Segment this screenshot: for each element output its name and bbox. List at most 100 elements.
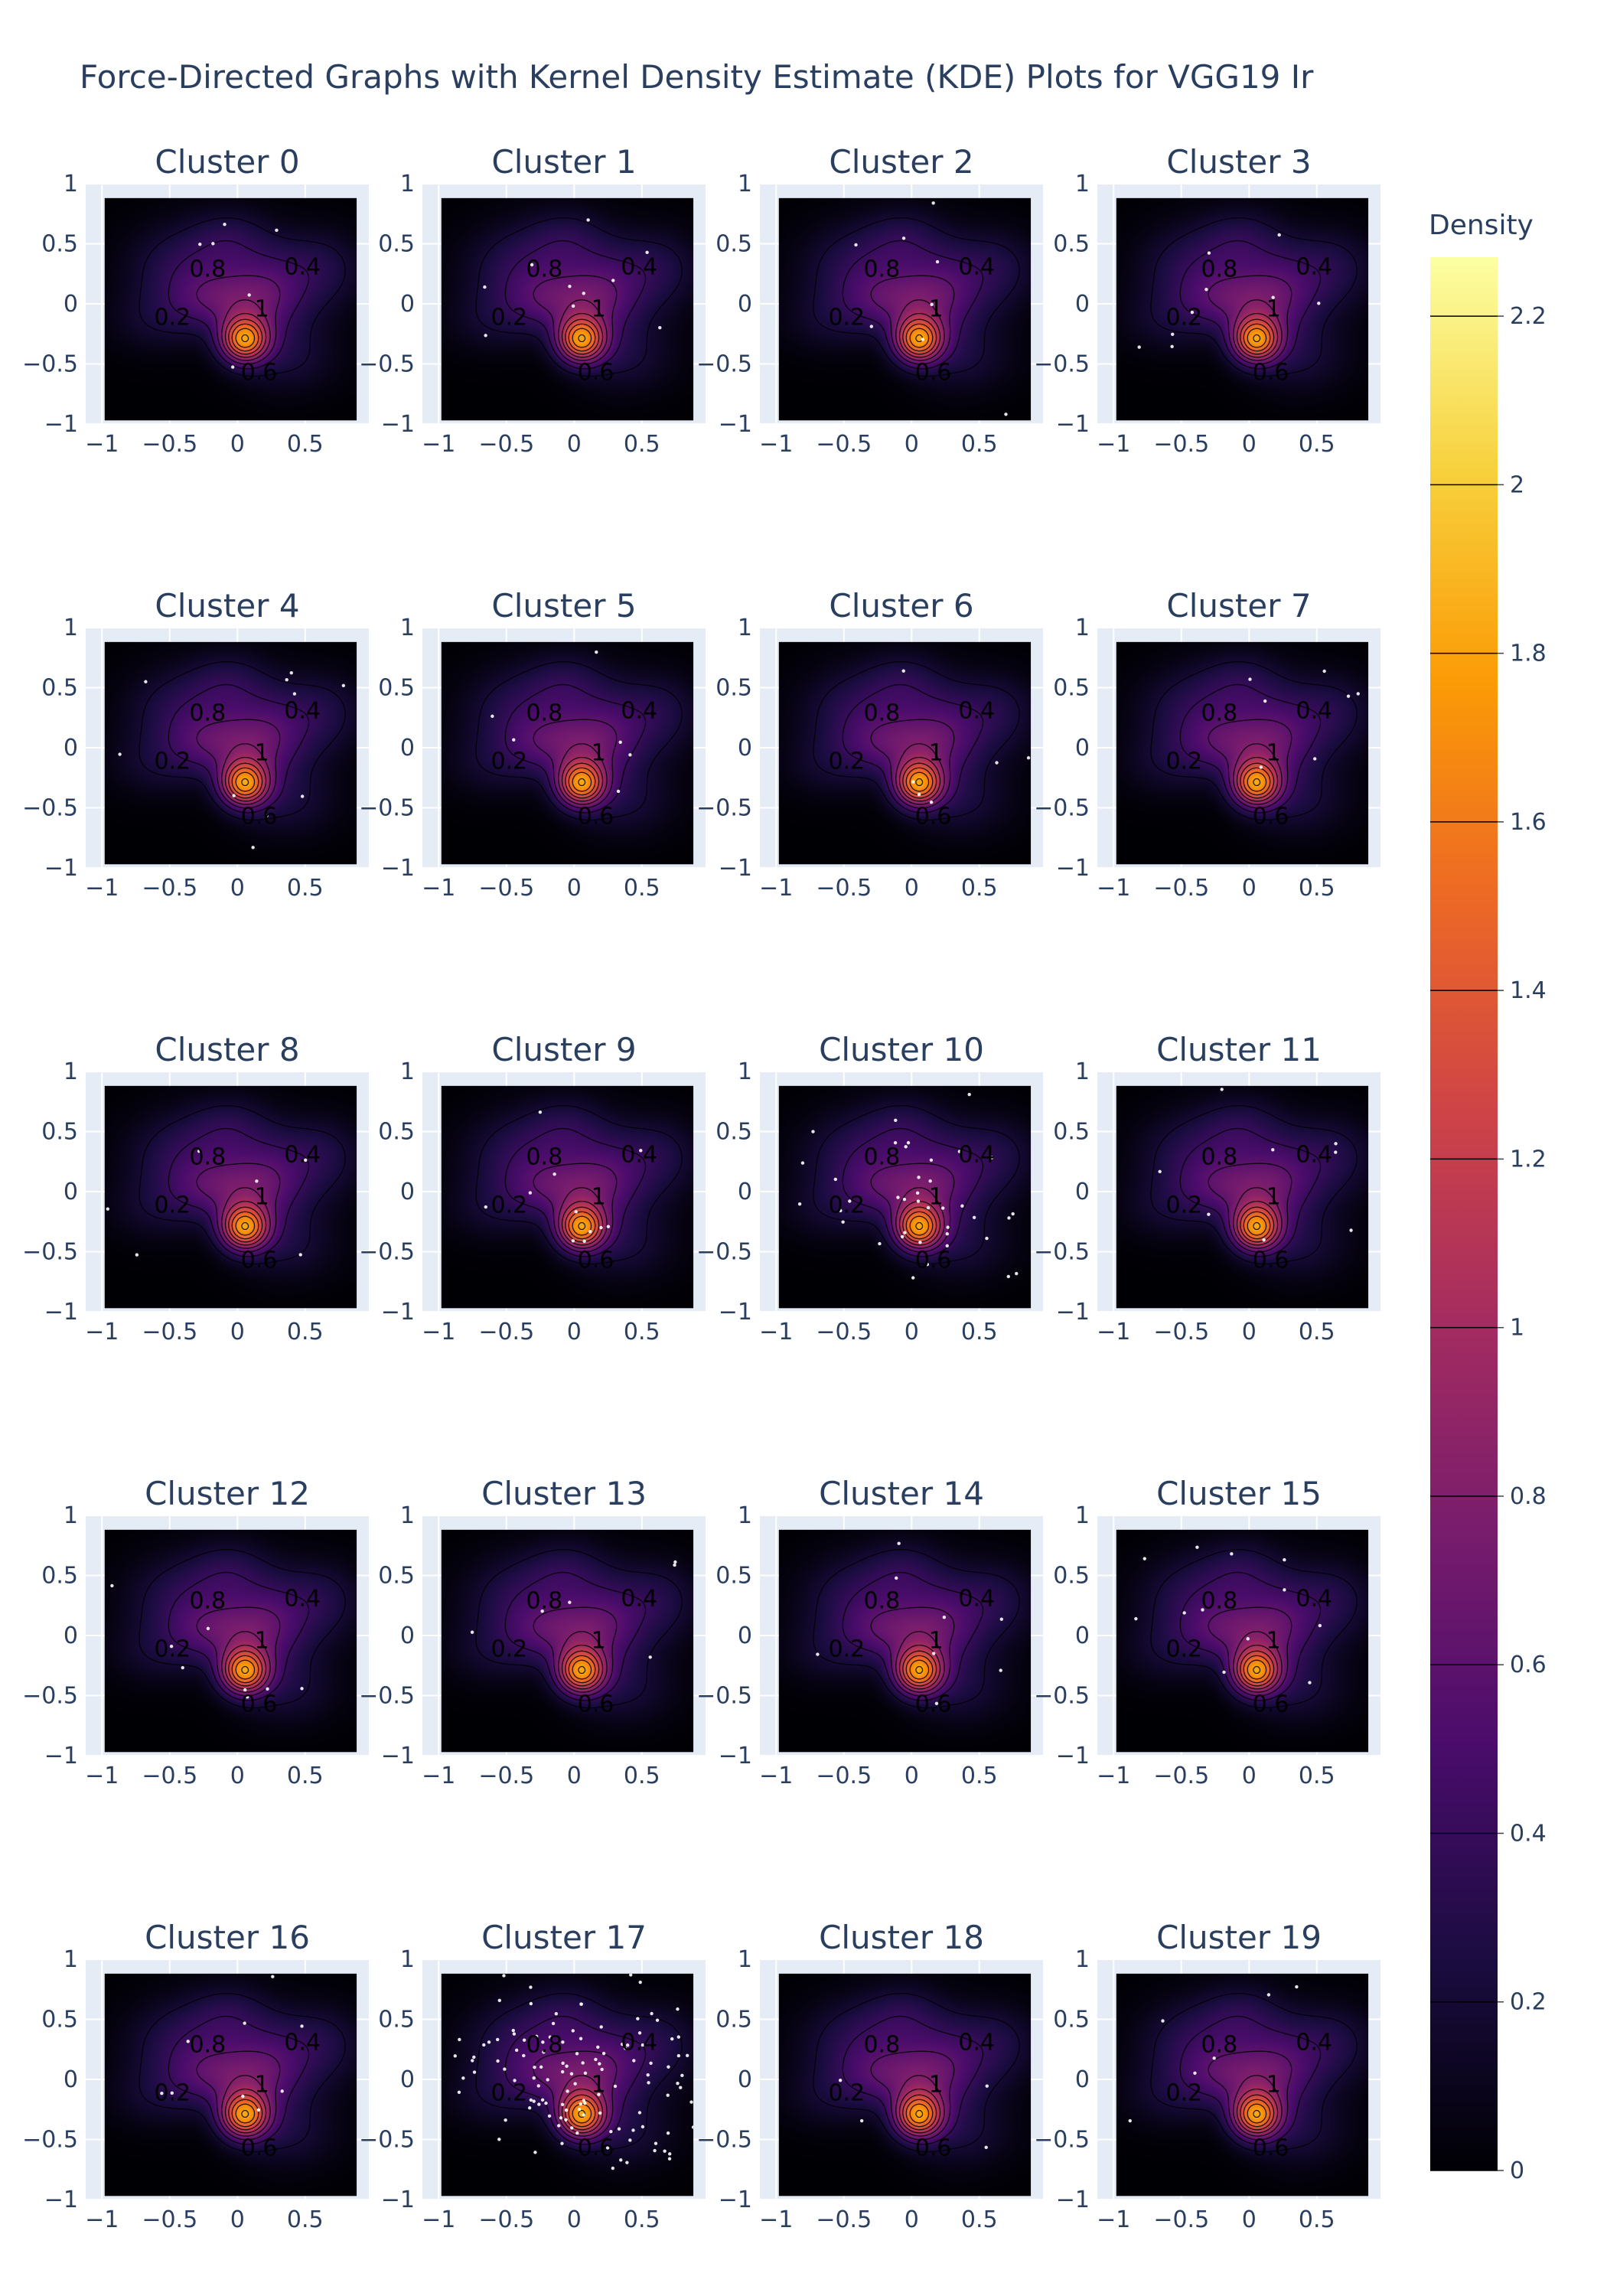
graph-node xyxy=(878,1241,882,1246)
y-tick-label: 0.5 xyxy=(1053,2007,1090,2033)
y-tick-label: −1 xyxy=(1056,1743,1090,1769)
kde-heatmap xyxy=(104,1973,357,2197)
graph-node xyxy=(586,218,590,222)
graph-node xyxy=(616,789,621,794)
x-tick-label: −0.5 xyxy=(142,2206,197,2233)
x-tick-label: −0.5 xyxy=(142,431,197,458)
graph-node xyxy=(1283,1588,1286,1592)
graph-node xyxy=(833,1177,838,1182)
graph-node xyxy=(1212,2056,1216,2060)
contour-label: 0.4 xyxy=(1296,253,1332,280)
contour-line xyxy=(241,1221,249,1231)
contour-label: 0.6 xyxy=(1253,1691,1289,1718)
subplot: Cluster 1 0.8 0.4 0.2 1 0.6 −1 −0.5 0 0.5 1 0.5 0 −0.… xyxy=(359,143,706,458)
y-tick-label: 1 xyxy=(64,1058,78,1085)
graph-node xyxy=(484,334,487,338)
kde-heatmap xyxy=(441,1973,694,2197)
graph-node xyxy=(637,2111,642,2115)
y-tick-label: 0.5 xyxy=(41,2007,78,2033)
graph-node xyxy=(502,1974,506,1978)
colorbar-tick-label: 2 xyxy=(1510,471,1524,498)
graph-node xyxy=(645,250,649,254)
contour-line xyxy=(1240,762,1275,799)
graph-node xyxy=(653,2148,657,2153)
kde-overlay xyxy=(106,1104,346,1265)
contour-label: 1 xyxy=(592,739,606,766)
kde-heatmap xyxy=(778,197,1032,421)
contour-line xyxy=(898,312,941,358)
y-tick-label: 1 xyxy=(1075,1058,1090,1085)
contour-line xyxy=(909,2103,930,2124)
contour-line xyxy=(565,2094,600,2131)
graph-node xyxy=(540,2098,545,2102)
x-tick-label: −1 xyxy=(422,1319,455,1345)
graph-node xyxy=(1349,1228,1353,1232)
contour-label: 0.6 xyxy=(578,2135,614,2162)
x-tick-label: −1 xyxy=(422,2206,455,2233)
kde-overlay xyxy=(813,660,1031,821)
contour-line xyxy=(231,323,259,352)
kde-heatmap xyxy=(1116,1085,1369,1309)
kde-overlay xyxy=(453,1973,694,2170)
colorbar-tick-label: 0 xyxy=(1510,2157,1524,2184)
contour-label: 0.2 xyxy=(491,304,527,331)
graph-node xyxy=(536,2084,540,2088)
contour-line xyxy=(909,1659,930,1680)
contour-label: 0.2 xyxy=(154,2079,191,2106)
contour-label: 0.8 xyxy=(863,1144,900,1171)
graph-node xyxy=(1259,765,1263,769)
contour-line xyxy=(235,1215,256,1236)
x-tick-label: −0.5 xyxy=(478,1319,534,1345)
graph-node xyxy=(1026,756,1031,760)
contour-label: 0.4 xyxy=(1296,1585,1332,1612)
graph-node xyxy=(628,2138,632,2142)
contour-line xyxy=(565,1206,600,1243)
contour-label: 1 xyxy=(929,295,944,322)
subplot-title: Cluster 14 xyxy=(819,1475,984,1512)
graph-node xyxy=(613,2084,618,2089)
graph-node xyxy=(641,2125,645,2129)
x-tick-label: −0.5 xyxy=(1153,875,1209,902)
graph-node xyxy=(930,302,934,307)
contour-label: 0.2 xyxy=(828,1636,865,1662)
subplot-title: Cluster 18 xyxy=(819,1919,984,1956)
x-tick-label: −0.5 xyxy=(816,1763,872,1789)
contour-line xyxy=(915,1221,924,1231)
contour-label: 0.2 xyxy=(154,1636,191,1662)
contour-label: 0.8 xyxy=(526,1144,562,1171)
x-tick-label: −1 xyxy=(759,875,793,902)
kde-heatmap xyxy=(778,641,1032,865)
graph-node xyxy=(599,2025,603,2029)
subplot-grid: Cluster 0 0.8 0.4 0.2 1 0.6 −1 −0.5 0 0.5 1 0.5 0 −0.… xyxy=(22,143,1380,2233)
kde-overlay xyxy=(797,1092,1020,1280)
subplot-title: Cluster 0 xyxy=(155,143,299,181)
graph-node xyxy=(906,1140,911,1145)
y-tick-label: −1 xyxy=(381,2187,415,2213)
contour-label: 1 xyxy=(255,2071,269,2098)
graph-node xyxy=(181,1665,184,1670)
x-tick-label: 0 xyxy=(905,875,919,902)
subplot: Cluster 18 0.8 0.4 0.2 1 0.6 −1 −0.5 0 0.5 1 0.5 0 −0… xyxy=(696,1919,1043,2233)
graph-node xyxy=(533,2151,537,2154)
graph-node xyxy=(497,1998,501,2002)
contour-label: 0.4 xyxy=(621,2029,657,2056)
graph-node xyxy=(999,1617,1004,1621)
contour-line xyxy=(813,217,1020,377)
graph-node xyxy=(292,692,297,696)
y-tick-label: 1 xyxy=(64,615,78,641)
contour-label: 0.4 xyxy=(621,697,657,724)
graph-node xyxy=(1015,1271,1019,1276)
kde-heatmap xyxy=(441,1085,694,1309)
graph-node xyxy=(611,279,615,282)
graph-node xyxy=(917,1176,921,1179)
subplot-title: Cluster 3 xyxy=(1166,143,1311,181)
graph-node xyxy=(246,1695,249,1699)
contour-line xyxy=(224,1644,267,1690)
subplot: Cluster 9 0.8 0.4 0.2 1 0.6 −1 −0.5 0 0.5 1 0.5 0 −0.… xyxy=(359,1031,706,1345)
contour-line xyxy=(898,1644,941,1690)
graph-node xyxy=(560,2069,565,2074)
graph-node xyxy=(1204,287,1208,292)
contour-line xyxy=(561,1200,604,1246)
x-tick-label: −1 xyxy=(85,875,119,902)
y-tick-label: 0 xyxy=(738,2066,752,2093)
